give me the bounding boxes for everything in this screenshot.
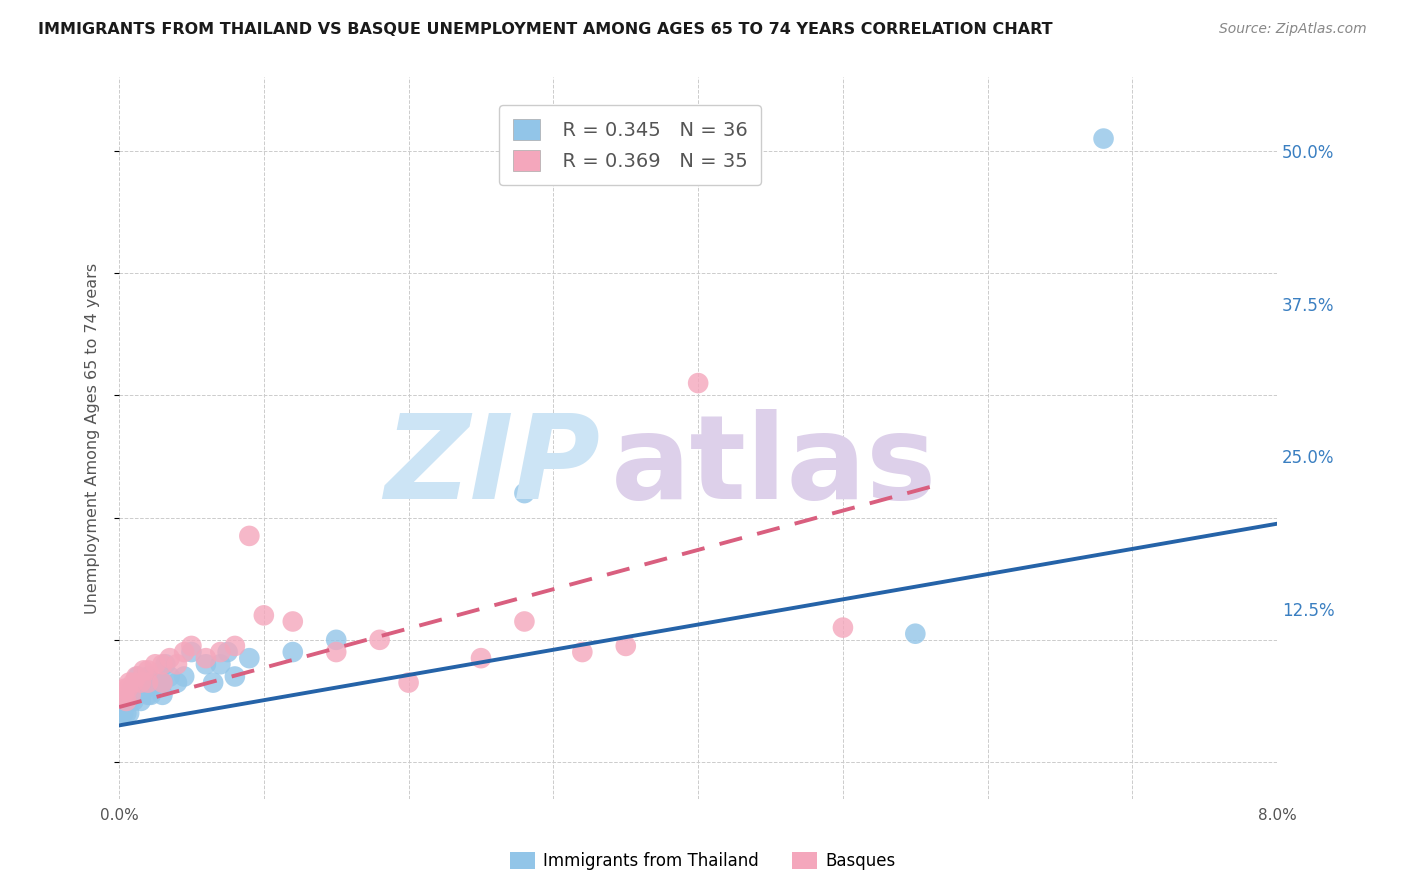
Point: [122, 694, 145, 708]
Point: [166, 675, 188, 690]
Point: [238, 651, 260, 665]
Point: [125, 669, 148, 683]
Text: ZIP: ZIP: [384, 409, 600, 524]
Point: [173, 645, 195, 659]
Point: [122, 675, 145, 690]
Point: [136, 669, 159, 683]
Point: [114, 694, 136, 708]
Point: [152, 675, 174, 690]
Point: [159, 669, 181, 683]
Point: [136, 664, 159, 678]
Point: [134, 681, 156, 696]
Point: [325, 645, 347, 659]
Point: [614, 639, 637, 653]
Point: [152, 688, 174, 702]
Point: [136, 675, 159, 690]
Point: [112, 688, 135, 702]
Point: [129, 675, 152, 690]
Point: [224, 639, 246, 653]
Point: [131, 681, 153, 696]
Point: [194, 657, 217, 672]
Text: Source: ZipAtlas.com: Source: ZipAtlas.com: [1219, 22, 1367, 37]
Point: [127, 669, 149, 683]
Point: [139, 688, 162, 702]
Legend:   R = 0.345   N = 36,   R = 0.369   N = 35: R = 0.345 N = 36, R = 0.369 N = 35: [499, 105, 761, 185]
Point: [238, 529, 260, 543]
Point: [120, 688, 142, 702]
Legend: Immigrants from Thailand, Basques: Immigrants from Thailand, Basques: [503, 845, 903, 877]
Point: [1092, 131, 1115, 145]
Point: [118, 675, 141, 690]
Point: [115, 694, 138, 708]
Point: [688, 376, 710, 390]
Point: [111, 706, 134, 721]
Point: [112, 706, 135, 721]
Point: [513, 615, 536, 629]
Point: [152, 657, 174, 672]
Point: [159, 651, 181, 665]
Point: [513, 486, 536, 500]
Point: [281, 645, 304, 659]
Point: [368, 632, 391, 647]
Point: [253, 608, 276, 623]
Point: [166, 657, 188, 672]
Point: [209, 657, 232, 672]
Point: [202, 675, 225, 690]
Point: [470, 651, 492, 665]
Point: [117, 694, 139, 708]
Text: IMMIGRANTS FROM THAILAND VS BASQUE UNEMPLOYMENT AMONG AGES 65 TO 74 YEARS CORREL: IMMIGRANTS FROM THAILAND VS BASQUE UNEMP…: [38, 22, 1053, 37]
Text: atlas: atlas: [612, 409, 938, 524]
Point: [136, 688, 159, 702]
Point: [114, 681, 136, 696]
Point: [173, 669, 195, 683]
Point: [125, 681, 148, 696]
Point: [180, 645, 202, 659]
Point: [143, 657, 166, 672]
Y-axis label: Unemployment Among Ages 65 to 74 years: Unemployment Among Ages 65 to 74 years: [86, 262, 100, 614]
Point: [325, 632, 347, 647]
Point: [398, 675, 420, 690]
Point: [224, 669, 246, 683]
Point: [117, 681, 139, 696]
Point: [129, 694, 152, 708]
Point: [118, 706, 141, 721]
Point: [194, 651, 217, 665]
Point: [115, 706, 138, 721]
Point: [281, 615, 304, 629]
Point: [132, 664, 155, 678]
Point: [152, 675, 174, 690]
Point: [111, 688, 134, 702]
Point: [143, 675, 166, 690]
Point: [832, 621, 855, 635]
Point: [904, 626, 927, 640]
Point: [155, 657, 177, 672]
Point: [180, 639, 202, 653]
Point: [121, 681, 143, 696]
Point: [217, 645, 239, 659]
Point: [209, 645, 232, 659]
Point: [120, 694, 142, 708]
Point: [571, 645, 593, 659]
